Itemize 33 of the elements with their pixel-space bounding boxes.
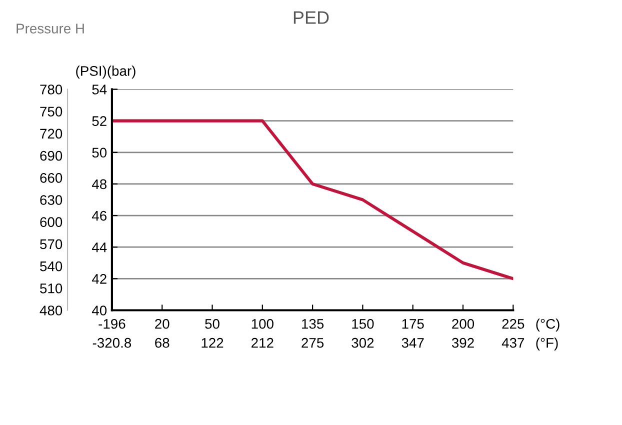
y2-tick-label: 690 — [40, 150, 62, 161]
y-tick-label: 46 — [92, 210, 106, 221]
y2-tick-label: 510 — [40, 283, 62, 294]
y2-tick-label: 600 — [40, 217, 62, 228]
y2-tick-label: 750 — [40, 106, 62, 117]
x-tick-label: 135 275 — [302, 318, 324, 348]
x-tick-label: 225 437 — [502, 318, 524, 348]
x-tick-label: -196 -320.8 — [92, 318, 132, 348]
y2-tick-label: 660 — [40, 172, 62, 183]
y-tick-label: 44 — [92, 242, 107, 252]
x-tick-label: 20 68 — [155, 318, 170, 348]
x-tick-label: 200 392 — [452, 318, 474, 348]
y-tick-label: 50 — [92, 148, 107, 158]
x-tick-label: 150 302 — [352, 318, 374, 348]
text: (°C) (°F) — [536, 318, 560, 351]
x-tick-label: 175 347 — [402, 319, 424, 348]
y-tick-label: 54 — [92, 84, 107, 94]
y2-tick-label: 570 — [40, 239, 62, 250]
y-tick-label: 40 — [92, 306, 107, 316]
x-tick-label: 50 122 — [202, 318, 224, 348]
chart-title: PED — [294, 11, 329, 24]
y2-tick-label: 540 — [40, 261, 62, 272]
y-tick-label: 48 — [92, 179, 106, 190]
y2-tick-label: 720 — [40, 128, 62, 139]
y2-tick-label: 780 — [40, 84, 62, 94]
y2-tick-label: 480 — [40, 306, 62, 316]
y2-tick-label: 630 — [40, 195, 62, 205]
y-tick-label: 42 — [92, 274, 106, 284]
line-series — [112, 119, 514, 280]
chart-subtitle: Pressure H — [16, 24, 84, 34]
text: (PSI)(bar) — [76, 66, 136, 79]
y-tick-label: 52 — [92, 116, 106, 126]
x-tick-label: 100 212 — [252, 318, 274, 348]
